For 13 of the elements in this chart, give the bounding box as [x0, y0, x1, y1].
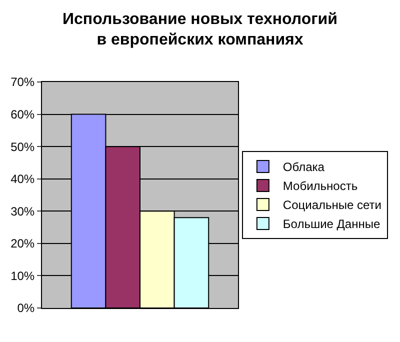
y-tick-label: 70% — [10, 75, 35, 90]
y-tick-label: 50% — [10, 140, 35, 154]
legend-label: Социальные сети — [282, 198, 382, 212]
y-tick-label: 60% — [10, 107, 35, 122]
legend-label: Большие Данные — [282, 217, 380, 232]
legend-label: Мобильность — [282, 179, 358, 194]
y-tick-label: 30% — [10, 204, 35, 218]
legend-label: Облака — [282, 160, 325, 174]
y-tick-label: 20% — [10, 236, 35, 251]
y-tick-label: 40% — [10, 172, 35, 186]
y-tick-label: 10% — [10, 268, 35, 283]
y-tick-label: 0% — [17, 301, 35, 316]
chart-title: Использование новых технологий в европейских компаниях — [62, 10, 338, 49]
